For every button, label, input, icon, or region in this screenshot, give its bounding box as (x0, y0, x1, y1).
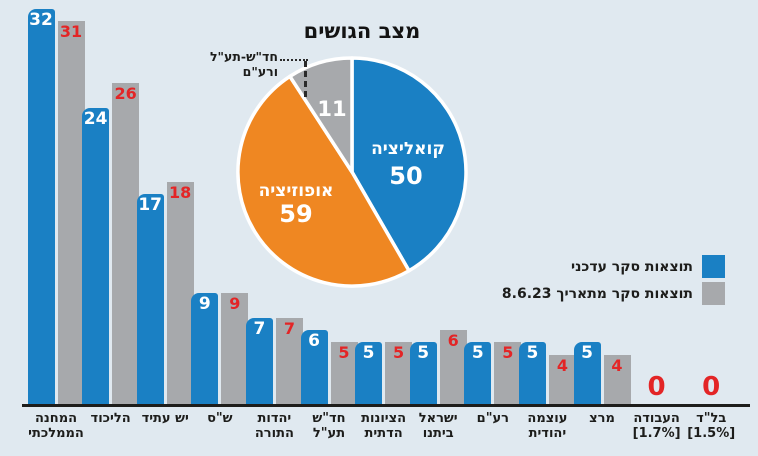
bar-current-poll: 5 (518, 342, 546, 404)
zero-seats-value: 0 (647, 372, 666, 402)
pie-annotation-line1: חד"ש-תע"ל (209, 49, 278, 64)
pie-slice-value-2: 11 (317, 97, 346, 121)
annotation-dashed-pointer (304, 61, 307, 97)
bar-value: 31 (59, 22, 83, 41)
bar-current-poll: 5 (409, 342, 437, 404)
category-label: יש עתיד (141, 411, 189, 426)
bar-current-poll: 7 (245, 318, 273, 404)
pie-annotation: חד"ש-תע"ל ורע"ם (206, 49, 278, 79)
bar-previous-poll: 5 (330, 342, 358, 404)
bar-value: 5 (417, 343, 430, 363)
category-label: המחנה הממלכתי (28, 411, 84, 441)
legend-swatch-previous-icon (702, 282, 725, 305)
pie-title: מצב הגושים (303, 19, 421, 43)
bar-previous-poll: 5 (494, 342, 522, 404)
bar-value: 24 (83, 109, 108, 129)
pie-slice-label-1: אופוזיציה (259, 181, 334, 201)
bar-value: 5 (581, 343, 593, 363)
category-label: ישראל ביתנו (418, 411, 458, 441)
zero-seats-value: 0 (702, 372, 721, 402)
category-label: הליכוד (90, 411, 131, 426)
bar-value: 7 (283, 319, 295, 338)
legend-row-current: תוצאות סקר עדכני (571, 255, 725, 278)
pie-annotation-line2: ורע"ם (242, 64, 278, 79)
category-label: עוצמה יהודית (527, 411, 568, 441)
bar-previous-poll: 31 (57, 21, 85, 404)
legend-label-current: תוצאות סקר עדכני (570, 258, 693, 275)
bar-value: 5 (362, 343, 375, 363)
category-label: מרצ (589, 411, 615, 426)
bar-current-poll: 5 (573, 342, 601, 404)
bar-value: 5 (393, 343, 405, 362)
bar-previous-poll: 7 (275, 318, 303, 404)
bar-value: 4 (556, 356, 568, 375)
bar-value: 6 (447, 331, 459, 350)
bar-current-poll: 17 (136, 194, 164, 404)
bar-current-poll: 9 (191, 293, 219, 404)
pie-slice-value-1: 59 (279, 200, 312, 228)
bar-value: 9 (229, 294, 241, 313)
category-label: חד"ש תע"ל (312, 411, 346, 441)
bar-previous-poll: 4 (603, 355, 631, 404)
bar-current-poll: 6 (300, 330, 328, 404)
bar-current-poll: 5 (464, 342, 492, 404)
bar-current-poll: 32 (27, 9, 55, 404)
bar-previous-poll: 4 (548, 355, 576, 404)
bar-value: 5 (502, 343, 514, 362)
category-label: הציונות הדתית (361, 411, 407, 441)
bar-value: 5 (526, 343, 539, 363)
legend-row-previous: תוצאות סקר מתאריך 8.6.23 (502, 282, 725, 305)
pie-slice-value-0: 50 (389, 162, 422, 190)
category-label: העבודה [1.7%] (632, 411, 681, 441)
category-label: ש"ס (207, 411, 233, 426)
pie-slice-0 (350, 56, 468, 273)
bar-previous-poll: 18 (166, 182, 194, 404)
bar-current-poll: 5 (355, 342, 383, 404)
bar-value: 4 (611, 356, 623, 375)
category-label: יהדות התורה (254, 411, 294, 441)
pie-slice-1 (236, 74, 411, 288)
bar-value: 5 (338, 343, 350, 362)
bar-value: 32 (29, 10, 53, 30)
bar-previous-poll: 5 (385, 342, 413, 404)
category-label: בל"ד [1.5%] (687, 411, 736, 441)
bar-value: 18 (169, 183, 192, 202)
annotation-dotted-leader (280, 59, 308, 61)
x-axis-line (22, 404, 750, 407)
bar-value: 5 (471, 343, 484, 363)
bar-previous-poll: 9 (221, 293, 249, 404)
category-label: רע"ם (476, 411, 509, 426)
bar-value: 17 (138, 195, 163, 215)
bar-current-poll: 24 (82, 108, 110, 404)
legend-swatch-current-icon (702, 255, 725, 278)
bar-value: 26 (114, 84, 137, 103)
bar-value: 9 (198, 294, 211, 314)
legend-label-previous: תוצאות סקר מתאריך 8.6.23 (501, 285, 693, 302)
bar-value: 6 (308, 331, 320, 351)
bar-previous-poll: 6 (439, 330, 467, 404)
bar-value: 7 (253, 319, 266, 339)
pie-slice-label-0: קואליציה (371, 139, 445, 159)
bar-previous-poll: 26 (112, 83, 140, 404)
